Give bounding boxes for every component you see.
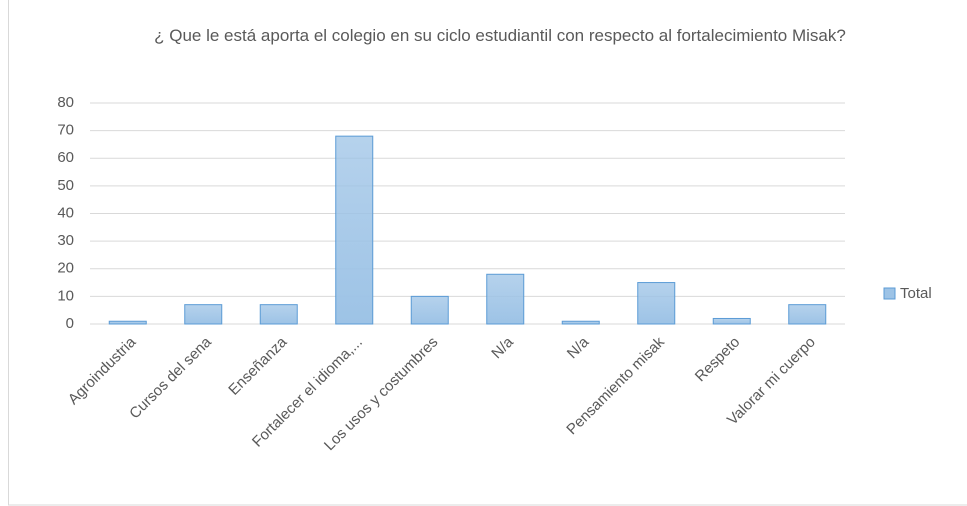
- bar: [637, 282, 676, 325]
- y-tick-label: 10: [57, 287, 74, 304]
- bar: [259, 304, 298, 325]
- bar: [410, 295, 449, 325]
- y-tick-label: 50: [57, 177, 74, 194]
- bar: [184, 304, 223, 325]
- bar: [108, 320, 147, 325]
- bar: [561, 320, 600, 325]
- x-tick-label: Cursos del sena: [126, 333, 215, 422]
- legend-swatch: [883, 287, 896, 300]
- y-tick-label: 20: [57, 260, 74, 277]
- bar: [335, 135, 374, 325]
- bar: [486, 273, 525, 325]
- y-tick-label: 30: [57, 232, 74, 249]
- y-tick-label: 0: [66, 315, 74, 332]
- x-tick-label: Agroindustria: [65, 333, 140, 408]
- legend-label: Total: [900, 285, 932, 302]
- x-tick-label: Respeto: [692, 334, 744, 386]
- chart-title: ¿ Que le está aporta el colegio en su ci…: [154, 26, 846, 45]
- bar: [788, 304, 827, 325]
- x-tick-label: N/a: [564, 333, 593, 362]
- chart-border: [8, 0, 967, 506]
- x-tick-label: N/a: [488, 333, 517, 362]
- y-tick-label: 40: [57, 204, 74, 221]
- y-tick-label: 70: [57, 122, 74, 139]
- y-tick-label: 80: [57, 94, 74, 111]
- x-tick-label: Enseñanza: [225, 333, 291, 399]
- bar: [712, 317, 751, 325]
- y-tick-label: 60: [57, 149, 74, 166]
